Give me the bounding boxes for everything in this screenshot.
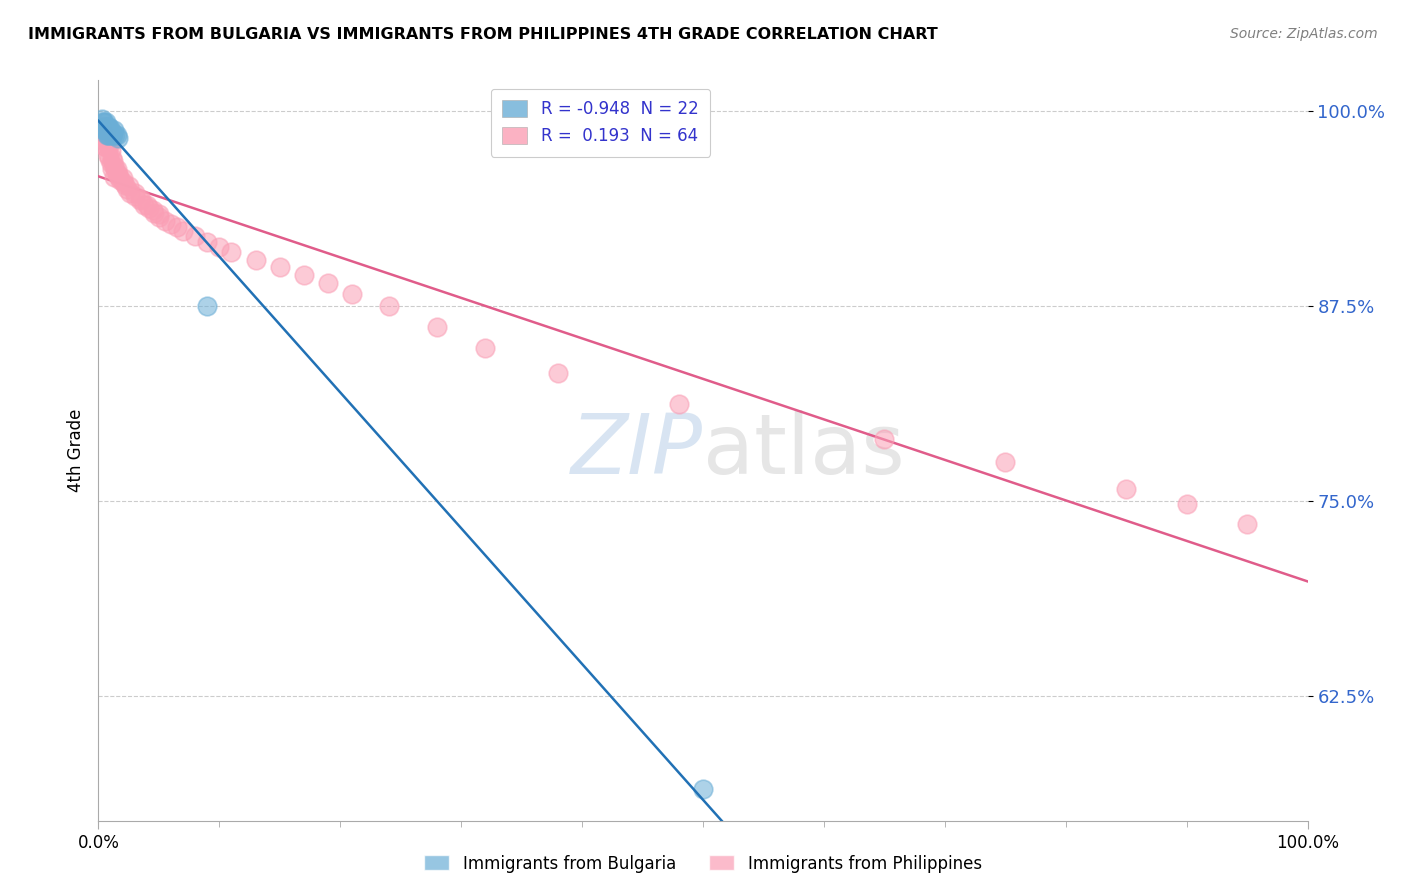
Point [97,148,120,162]
Point [91,120,114,134]
Point [105,162,128,177]
Point [143,206,166,220]
Point [94,128,117,142]
Point [108,169,131,184]
Point [103,159,125,173]
Point [96,128,118,142]
Point [93,128,115,142]
Point [292,268,315,282]
Point [153,213,176,227]
Point [426,319,449,334]
Point [118,179,141,194]
Y-axis label: 4th Grade: 4th Grade [66,409,84,492]
Point [100,144,122,158]
Point [1236,517,1258,532]
Point [103,123,125,137]
Point [107,167,129,181]
Point [221,244,243,259]
Point [873,432,896,446]
Point [96,136,118,150]
Point [101,128,124,142]
Point [93,123,115,137]
Text: Source: ZipAtlas.com: Source: ZipAtlas.com [1230,27,1378,41]
Point [208,240,231,254]
Point [994,455,1017,469]
Point [96,120,118,134]
Point [692,782,714,797]
Point [107,131,129,145]
Point [91,128,114,142]
Point [94,140,117,154]
Point [108,173,131,187]
Point [93,115,115,129]
Point [105,128,128,142]
Point [1115,482,1137,496]
Text: atlas: atlas [703,410,904,491]
Point [142,202,165,217]
Point [97,120,120,134]
Point [100,162,122,177]
Text: ZIP: ZIP [571,410,703,491]
Point [135,198,157,212]
Point [129,192,152,206]
Point [98,120,121,134]
Point [138,201,160,215]
Point [114,178,136,192]
Point [111,175,134,189]
Point [172,224,194,238]
Point [91,112,114,127]
Point [100,156,122,170]
Point [148,207,170,221]
Point [100,151,122,165]
Point [124,188,146,202]
Point [98,138,121,153]
Point [124,186,146,200]
Point [377,299,399,313]
Point [128,194,150,208]
Point [195,235,218,250]
Point [98,151,121,165]
Point [101,154,124,169]
Point [668,397,690,411]
Point [134,198,156,212]
Point [474,342,496,356]
Point [316,276,339,290]
Point [91,115,114,129]
Point [148,211,170,225]
Point [104,128,127,142]
Legend: Immigrants from Bulgaria, Immigrants from Philippines: Immigrants from Bulgaria, Immigrants fro… [418,848,988,880]
Point [117,182,139,196]
Point [91,120,114,134]
Point [547,367,569,381]
Point [100,128,122,142]
Point [98,128,121,142]
Point [104,162,127,177]
Point [97,138,120,153]
Point [94,115,117,129]
Point [245,252,267,267]
Point [1175,497,1198,511]
Text: IMMIGRANTS FROM BULGARIA VS IMMIGRANTS FROM PHILIPPINES 4TH GRADE CORRELATION CH: IMMIGRANTS FROM BULGARIA VS IMMIGRANTS F… [28,27,938,42]
Legend: R = -0.948  N = 22, R =  0.193  N = 64: R = -0.948 N = 22, R = 0.193 N = 64 [491,88,710,157]
Point [166,219,188,234]
Point [94,123,117,137]
Point [97,128,120,142]
Point [342,286,364,301]
Point [160,217,183,231]
Point [111,171,134,186]
Point [269,260,291,275]
Point [100,123,122,137]
Point [195,299,218,313]
Point [93,138,115,153]
Point [103,169,125,184]
Point [184,229,207,244]
Point [118,186,141,200]
Point [105,167,128,181]
